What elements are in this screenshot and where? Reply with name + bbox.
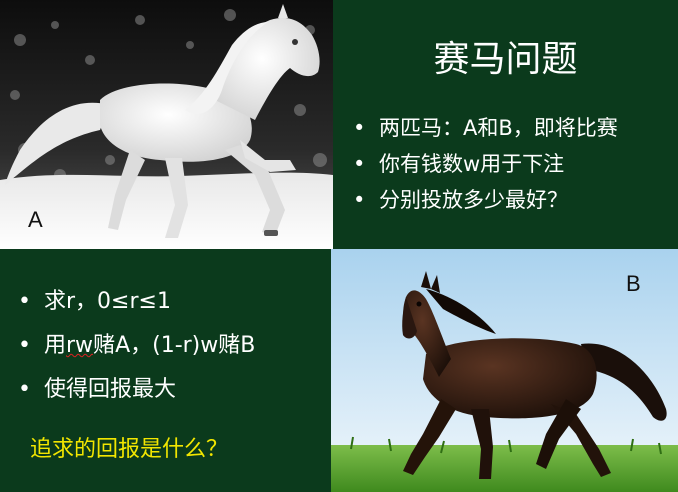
horse-a-label: A <box>28 207 43 232</box>
bullet-item: 用rw赌A，(1-r)w赌B <box>18 333 256 358</box>
horse-b-label: B <box>626 271 641 296</box>
white-horse-photo <box>0 0 333 249</box>
bullet-item: 你有钱数w用于下注 <box>353 153 618 175</box>
spellcheck-underlined-text: rw <box>66 333 94 358</box>
bullet-text: 赌A，(1-r)w赌B <box>93 333 256 358</box>
bullet-item: 求r，0≤r≤1 <box>18 291 255 314</box>
problem-bullets: 两匹马：A和B，即将比赛 你有钱数w用于下注 分别投放多少最好？ <box>353 117 618 225</box>
formulation-bullets: 求r，0≤r≤1 用rw赌A，(1-r)w赌B 使得回报最大 <box>18 291 256 423</box>
dark-horse-panel: B <box>331 249 678 492</box>
highlight-question: 追求的回报是什么？ <box>30 437 229 462</box>
white-horse-panel: A <box>0 0 333 249</box>
bullet-text: 用 <box>44 333 67 358</box>
formulation-panel: 求r，0≤r≤1 用rw赌A，(1-r)w赌B 使得回报最大 追求的回报是什么？ <box>0 249 331 492</box>
question-panel: 赛马问题 两匹马：A和B，即将比赛 你有钱数w用于下注 分别投放多少最好？ <box>333 0 678 249</box>
bullet-item: 两匹马：A和B，即将比赛 <box>353 117 618 139</box>
dark-horse-photo <box>331 249 678 492</box>
slide-title: 赛马问题 <box>433 39 578 80</box>
bullet-item: 分别投放多少最好？ <box>353 189 618 211</box>
bullet-item: 使得回报最大 <box>18 379 255 402</box>
